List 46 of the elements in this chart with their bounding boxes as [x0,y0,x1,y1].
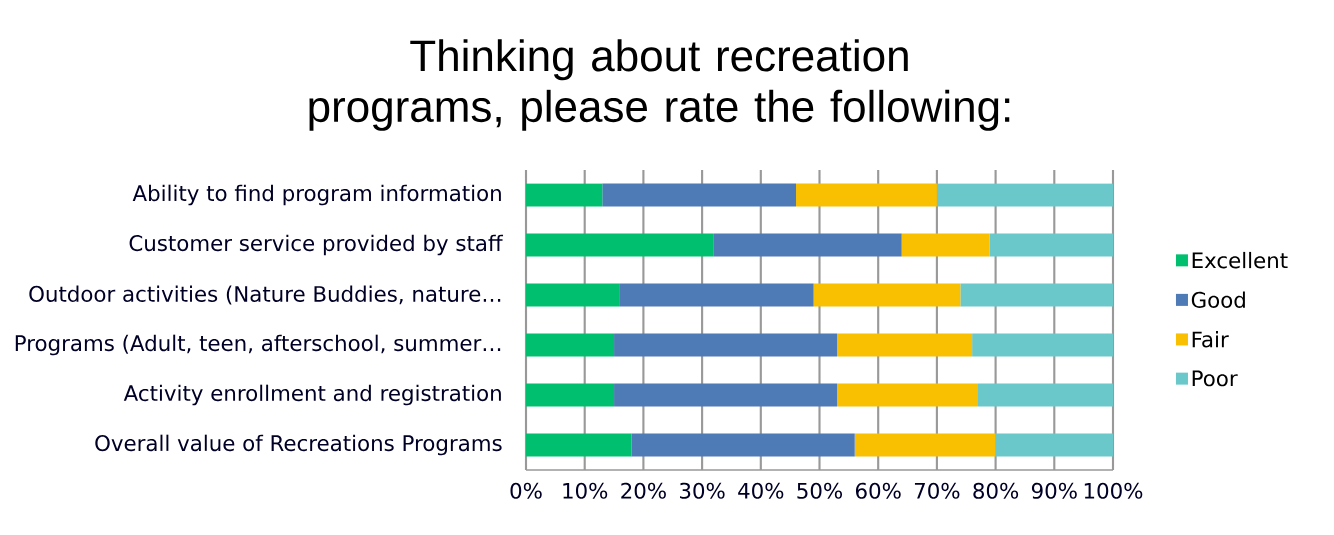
bar [989,233,1113,257]
y-tick-label: Customer service provided by staff [129,234,504,256]
y-tick-label: Ability to find program information [132,184,501,206]
bar [619,283,814,307]
chart-title: Thinking about recreation programs, please rate the following: [309,39,1010,131]
bar [526,333,615,357]
bar [972,333,1113,357]
legend-label: Excellent [1192,251,1288,269]
x-tick-label: 70% [914,482,960,499]
bar [977,383,1113,407]
bar [837,383,978,407]
y-tick-label: Activity enrollment and registration [123,384,501,406]
bar [854,433,996,457]
x-tick-label: 100% [1084,482,1143,499]
bar [796,183,937,207]
bar [614,383,838,407]
x-tick-label: 40% [738,482,784,499]
x-tick-label: 20% [621,482,666,499]
y-tick-label: Programs (Adult, teen, afterschool, summer… [15,334,501,356]
bar [901,233,990,257]
bar [526,233,714,257]
legend-label: Fair [1192,330,1229,348]
bar [837,333,973,357]
legend-label: Poor [1192,370,1238,387]
bar [526,383,615,407]
y-tick-label: Overall value of Recreations Programs [95,434,502,456]
bar [960,283,1113,307]
x-tick-label: 90% [1031,482,1077,499]
x-tick-label: 10% [563,482,608,499]
bar [995,433,1113,457]
x-tick-label: 50% [797,482,843,499]
bar [936,183,1113,207]
bar [631,433,855,457]
bar [526,283,620,307]
bar [614,333,838,357]
bar [813,283,961,307]
bar [526,433,632,457]
x-tick-label: 30% [680,482,725,499]
x-tick-label: 0% [510,482,542,499]
bar [602,183,797,207]
x-tick-label: 60% [855,482,901,499]
bar [526,183,603,207]
bar [713,233,902,257]
legend-label: Good [1191,291,1245,308]
x-tick-label: 80% [973,482,1019,499]
y-tick-label: Outdoor activities (Nature Buddies, nature… [29,285,501,305]
